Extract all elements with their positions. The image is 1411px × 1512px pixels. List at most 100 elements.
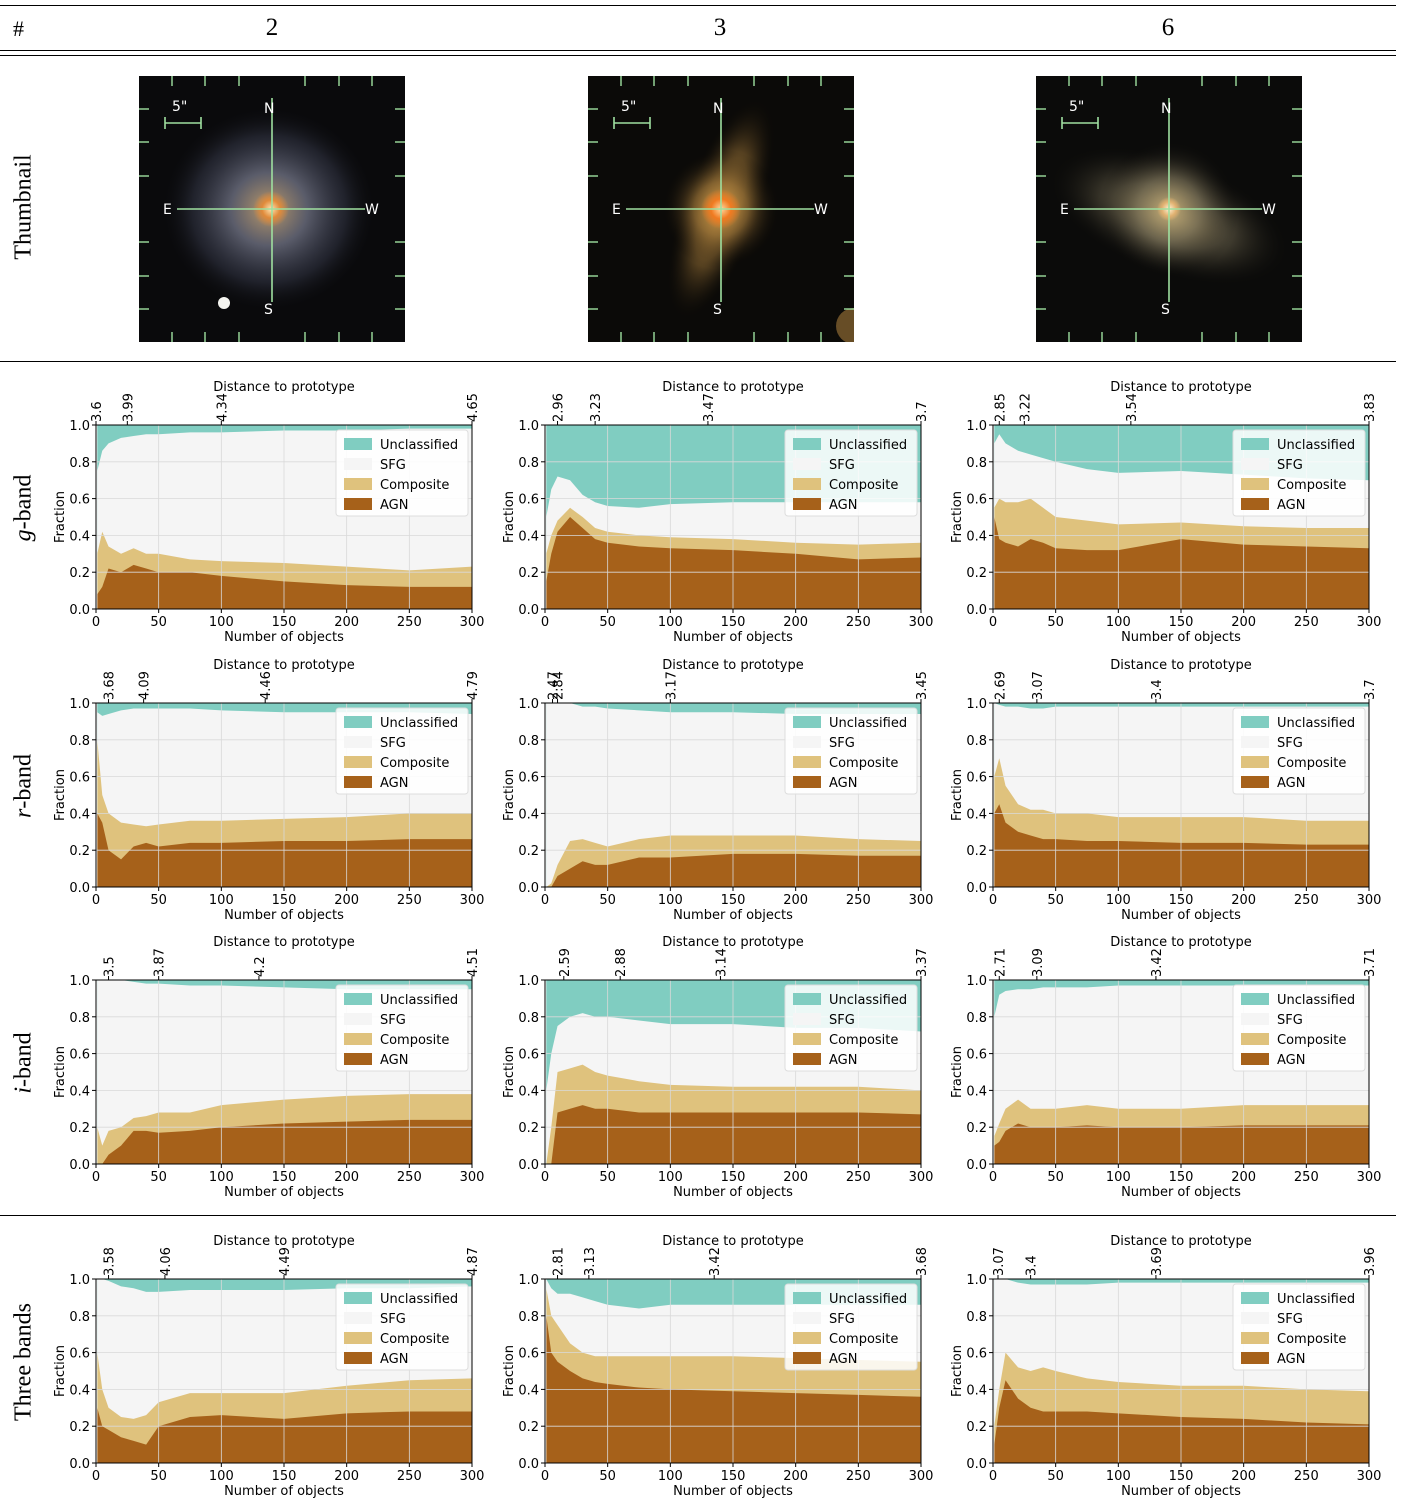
agn-area (994, 1380, 1369, 1463)
compass-e-6: E (1060, 202, 1069, 218)
legend-swatch (344, 776, 372, 788)
y-tick-label: 0.2 (966, 844, 987, 859)
y-tick-label: 1.0 (69, 419, 90, 434)
y-tick-label: 1.0 (518, 697, 539, 712)
legend: Unclassified SFG Composite AGN (335, 707, 469, 795)
x-tick-label: 200 (783, 615, 808, 630)
y-tick-label: 0.0 (518, 881, 539, 896)
y-tick-label: 0.2 (69, 566, 90, 581)
y-tick-label: 0.4 (69, 1383, 90, 1398)
y-tick-label: 0.8 (518, 1310, 539, 1325)
legend-label: Unclassified (380, 993, 458, 1008)
legend-swatch (793, 1053, 821, 1065)
compass-e-2: E (163, 202, 172, 218)
legend-swatch (1241, 1292, 1269, 1304)
top-tick-label: 4.51 (466, 948, 481, 977)
y-axis-label: Fraction (950, 491, 965, 543)
legend-swatch (344, 498, 372, 510)
top-axis-title: Distance to prototype (662, 1234, 804, 1249)
x-tick-label: 100 (658, 1469, 683, 1484)
top-tick-label: 3.68 (103, 671, 118, 700)
legend-swatch (344, 1312, 372, 1324)
top-tick-label: 3.09 (1031, 948, 1046, 977)
legend-label: AGN (829, 1352, 857, 1367)
column-header-6: 6 (1161, 14, 1175, 41)
y-tick-label: 0.6 (966, 1347, 987, 1362)
y-tick-label: 0.8 (69, 1011, 90, 1026)
x-tick-label: 300 (909, 615, 934, 630)
legend-swatch (793, 1013, 821, 1025)
empty-start (545, 425, 547, 609)
legend-swatch (793, 498, 821, 510)
y-tick-label: 1.0 (966, 1273, 987, 1288)
legend-label: Unclassified (380, 716, 458, 731)
top-tick-label: 3.07 (992, 1247, 1007, 1276)
galaxy-image-6: 5" N S E W (1036, 76, 1302, 342)
x-tick-label: 0 (92, 1170, 100, 1185)
x-tick-label: 0 (989, 1469, 997, 1484)
x-axis-label: Number of objects (224, 1185, 344, 1200)
compass-n-2: N (264, 101, 274, 117)
agn-area (97, 1119, 473, 1164)
x-axis-label: Number of objects (673, 1484, 793, 1499)
legend-box (784, 707, 918, 795)
y-tick-label: 0.2 (518, 844, 539, 859)
y-tick-label: 0.6 (69, 1347, 90, 1362)
x-tick-label: 300 (1357, 1469, 1382, 1484)
y-tick-label: 0.4 (69, 529, 90, 544)
table-top-rule (0, 5, 1396, 6)
top-axis-title: Distance to prototype (662, 380, 804, 395)
chart-r-6: 0 50 100 150 200 250 300 0.0 0.2 0.4 0.6 0.8 1.0 Numb… (950, 658, 1381, 923)
compass-w-6: W (1262, 202, 1276, 218)
legend-label: Composite (1277, 756, 1346, 771)
top-tick-label: 3.07 (1031, 671, 1046, 700)
legend-label: AGN (1277, 1352, 1305, 1367)
y-tick-label: 0.6 (966, 1048, 987, 1063)
plot-area: 0 50 100 150 200 250 300 0.0 0.2 0.4 0.6 0.8 1.0 Numb… (53, 935, 484, 1200)
legend-label: Unclassified (1277, 993, 1355, 1008)
top-tick-label: 2.59 (558, 948, 573, 977)
column-header-3: 3 (713, 14, 727, 41)
legend-swatch (1241, 776, 1269, 788)
legend-label: AGN (380, 776, 408, 791)
legend: Unclassified SFG Composite AGN (784, 984, 918, 1072)
top-tick-label: 4.87 (466, 1247, 481, 1276)
compass-s-6: S (1161, 302, 1170, 318)
y-tick-label: 0.0 (69, 603, 90, 618)
y-tick-label: 0.4 (966, 807, 987, 822)
legend-box (784, 1283, 918, 1371)
legend-swatch (344, 1013, 372, 1025)
chart-three-6: 0 50 100 150 200 250 300 0.0 0.2 0.4 0.6 0.8 1.0 Numb… (950, 1234, 1382, 1499)
legend-swatch (1241, 1312, 1269, 1324)
legend-swatch (793, 1332, 821, 1344)
top-tick-label: 2.88 (614, 948, 629, 977)
galaxy-image-2: 5" N S E W (139, 76, 405, 342)
scale-label-3: 5" (621, 99, 636, 115)
y-tick-label: 0.4 (966, 529, 987, 544)
top-tick-label: 3.83 (1363, 393, 1378, 422)
legend-swatch (344, 458, 372, 470)
x-tick-label: 300 (460, 1469, 485, 1484)
y-tick-label: 0.4 (518, 1383, 539, 1398)
x-tick-label: 150 (272, 615, 297, 630)
chart-i-2: 0 50 100 150 200 250 300 0.0 0.2 0.4 0.6 0.8 1.0 Numb… (53, 935, 484, 1200)
y-tick-label: 0.6 (966, 493, 987, 508)
y-tick-label: 0.2 (518, 1121, 539, 1136)
row-label-r-italic: r (10, 808, 37, 818)
x-tick-label: 200 (334, 1170, 359, 1185)
x-tick-label: 250 (397, 1469, 422, 1484)
x-tick-label: 0 (541, 1170, 549, 1185)
x-tick-label: 100 (209, 615, 234, 630)
y-tick-label: 0.6 (69, 1048, 90, 1063)
y-axis-label: Fraction (950, 769, 965, 821)
empty-start (545, 1279, 547, 1463)
legend: Unclassified SFG Composite AGN (1232, 1283, 1366, 1371)
top-tick-label: 3.17 (664, 671, 679, 700)
agn-area (97, 1407, 473, 1463)
top-tick-label: 3.68 (915, 1247, 930, 1276)
x-tick-label: 100 (658, 615, 683, 630)
empty-start (96, 980, 98, 1164)
y-tick-label: 0.6 (518, 1048, 539, 1063)
top-tick-label: 3.7 (915, 401, 930, 422)
legend-box (784, 429, 918, 517)
